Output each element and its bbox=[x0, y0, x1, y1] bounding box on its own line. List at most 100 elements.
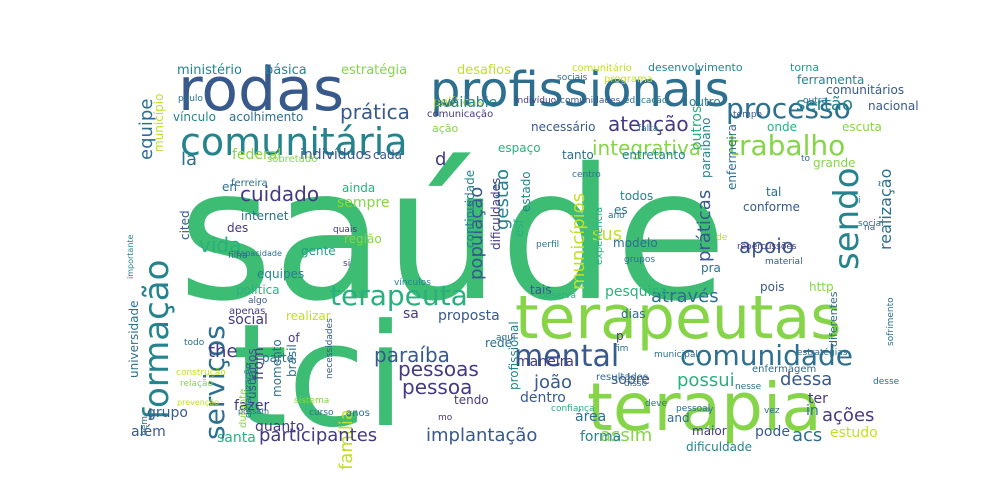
word-152: relação bbox=[180, 379, 214, 389]
word-22: gestão bbox=[492, 169, 513, 230]
word-14: serviços bbox=[198, 325, 231, 440]
word-176: outra bbox=[803, 96, 827, 106]
word-73: social bbox=[228, 312, 268, 328]
word-177: centro bbox=[572, 170, 601, 180]
word-82: usuários bbox=[245, 348, 259, 399]
word-30: pessoas bbox=[398, 357, 479, 381]
word-60: federal bbox=[232, 147, 281, 163]
word-145: importante bbox=[126, 234, 135, 279]
word-47: estratégia bbox=[341, 63, 407, 78]
word-153: sofrimento bbox=[886, 297, 896, 346]
word-136: observa bbox=[540, 291, 576, 301]
word-76: http bbox=[809, 280, 834, 294]
word-141: confiança bbox=[551, 404, 595, 414]
word-135: dias bbox=[621, 307, 646, 321]
word-106: pra bbox=[701, 261, 721, 275]
word-149: durante bbox=[238, 389, 249, 428]
word-49: comunitário bbox=[572, 62, 632, 74]
word-62: espaço bbox=[498, 141, 541, 155]
word-57: necessário bbox=[531, 120, 595, 134]
word-123: comunicação bbox=[427, 109, 493, 120]
word-109: continuidade bbox=[463, 170, 477, 248]
word-113: profissional bbox=[507, 321, 521, 390]
word-143: necessidades bbox=[325, 318, 335, 379]
word-34: possui bbox=[677, 370, 735, 391]
word-13: sendo bbox=[827, 167, 867, 270]
word-56: available bbox=[434, 95, 497, 111]
word-4: profissionais bbox=[430, 62, 730, 118]
word-67: internet bbox=[241, 209, 289, 223]
word-83: brasil bbox=[285, 344, 299, 377]
word-50: desenvolvimento bbox=[648, 61, 743, 74]
word-173: estratégias bbox=[797, 347, 848, 358]
word-7: formação bbox=[137, 260, 177, 420]
word-97: ter bbox=[808, 391, 828, 407]
word-21: população bbox=[466, 187, 487, 280]
word-163: nesse bbox=[735, 382, 762, 392]
word-44: d bbox=[435, 149, 446, 170]
word-52: ferramenta bbox=[797, 73, 864, 87]
word-79: rede bbox=[485, 336, 512, 350]
word-32: família bbox=[336, 409, 357, 470]
word-117: onde bbox=[767, 120, 797, 134]
word-184: bem bbox=[140, 416, 150, 436]
word-64: grande bbox=[813, 156, 856, 170]
word-94: forma bbox=[580, 429, 621, 445]
word-85: universidade bbox=[127, 300, 141, 378]
word-29: paraíba bbox=[374, 343, 450, 367]
word-138: and bbox=[667, 411, 690, 425]
word-99: esf bbox=[512, 218, 526, 237]
word-89: fazer bbox=[234, 398, 269, 414]
word-19: equipe bbox=[136, 99, 157, 160]
word-3: terapia bbox=[587, 369, 822, 446]
word-40: ações bbox=[822, 405, 874, 426]
word-111: paraibano bbox=[699, 117, 713, 178]
word-93: santa bbox=[217, 430, 256, 446]
word-10: trabalho bbox=[728, 129, 845, 162]
word-165: sistema bbox=[294, 396, 329, 406]
word-159: parte bbox=[262, 351, 294, 365]
word-46: básica bbox=[265, 63, 307, 78]
word-181: si bbox=[343, 259, 350, 269]
word-43: la bbox=[181, 149, 197, 170]
word-12: comunidade bbox=[680, 339, 853, 372]
word-26: apoio bbox=[739, 234, 794, 258]
word-48: desafios bbox=[457, 63, 511, 78]
word-33: através bbox=[651, 286, 719, 307]
word-131: perfil bbox=[536, 240, 559, 250]
word-108: tais bbox=[530, 283, 552, 297]
word-96: estudo bbox=[830, 425, 878, 441]
word-84: momento bbox=[270, 339, 284, 397]
word-2: terapeutas bbox=[515, 283, 841, 353]
word-124: indivíduo bbox=[515, 96, 557, 106]
word-101: es bbox=[614, 203, 628, 217]
word-172: vez bbox=[764, 406, 780, 416]
word-119: comunitários bbox=[826, 83, 904, 97]
word-116: área bbox=[575, 409, 606, 425]
word-72: política bbox=[236, 283, 280, 297]
word-102: todos bbox=[620, 189, 653, 203]
word-95: pode bbox=[755, 424, 790, 440]
word-132: grupos bbox=[624, 255, 655, 265]
word-154: diferentes bbox=[827, 291, 840, 347]
word-55: acolhimento bbox=[229, 110, 303, 124]
word-51: torna bbox=[790, 61, 819, 74]
word-69: região bbox=[344, 232, 382, 246]
word-166: curso bbox=[309, 408, 334, 418]
word-24: práticas bbox=[694, 190, 715, 262]
word-187: município bbox=[152, 94, 166, 152]
word-169: deve bbox=[645, 399, 668, 409]
word-80: maneira bbox=[516, 354, 574, 370]
word-121: ferreira bbox=[231, 178, 268, 189]
word-17: prática bbox=[340, 100, 410, 124]
word-160: cada bbox=[373, 148, 402, 162]
word-161: tanto bbox=[562, 148, 594, 162]
word-100: estado bbox=[519, 171, 533, 212]
word-39: acs bbox=[792, 425, 822, 446]
word-8: terapeuta bbox=[330, 279, 468, 312]
word-61: indivíduos bbox=[300, 147, 371, 163]
word-28: vida bbox=[199, 233, 241, 257]
word-125: comunidades bbox=[560, 96, 621, 106]
word-18: sertão bbox=[796, 94, 853, 115]
word-156: todo bbox=[184, 338, 205, 348]
